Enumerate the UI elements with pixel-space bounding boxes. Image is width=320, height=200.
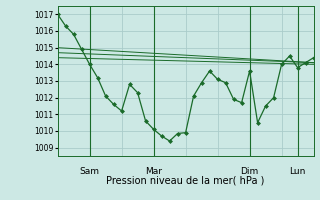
Text: Lun: Lun (289, 167, 306, 176)
Text: Mar: Mar (145, 167, 162, 176)
Text: Sam: Sam (80, 167, 100, 176)
X-axis label: Pression niveau de la mer( hPa ): Pression niveau de la mer( hPa ) (107, 175, 265, 185)
Text: Dim: Dim (240, 167, 259, 176)
